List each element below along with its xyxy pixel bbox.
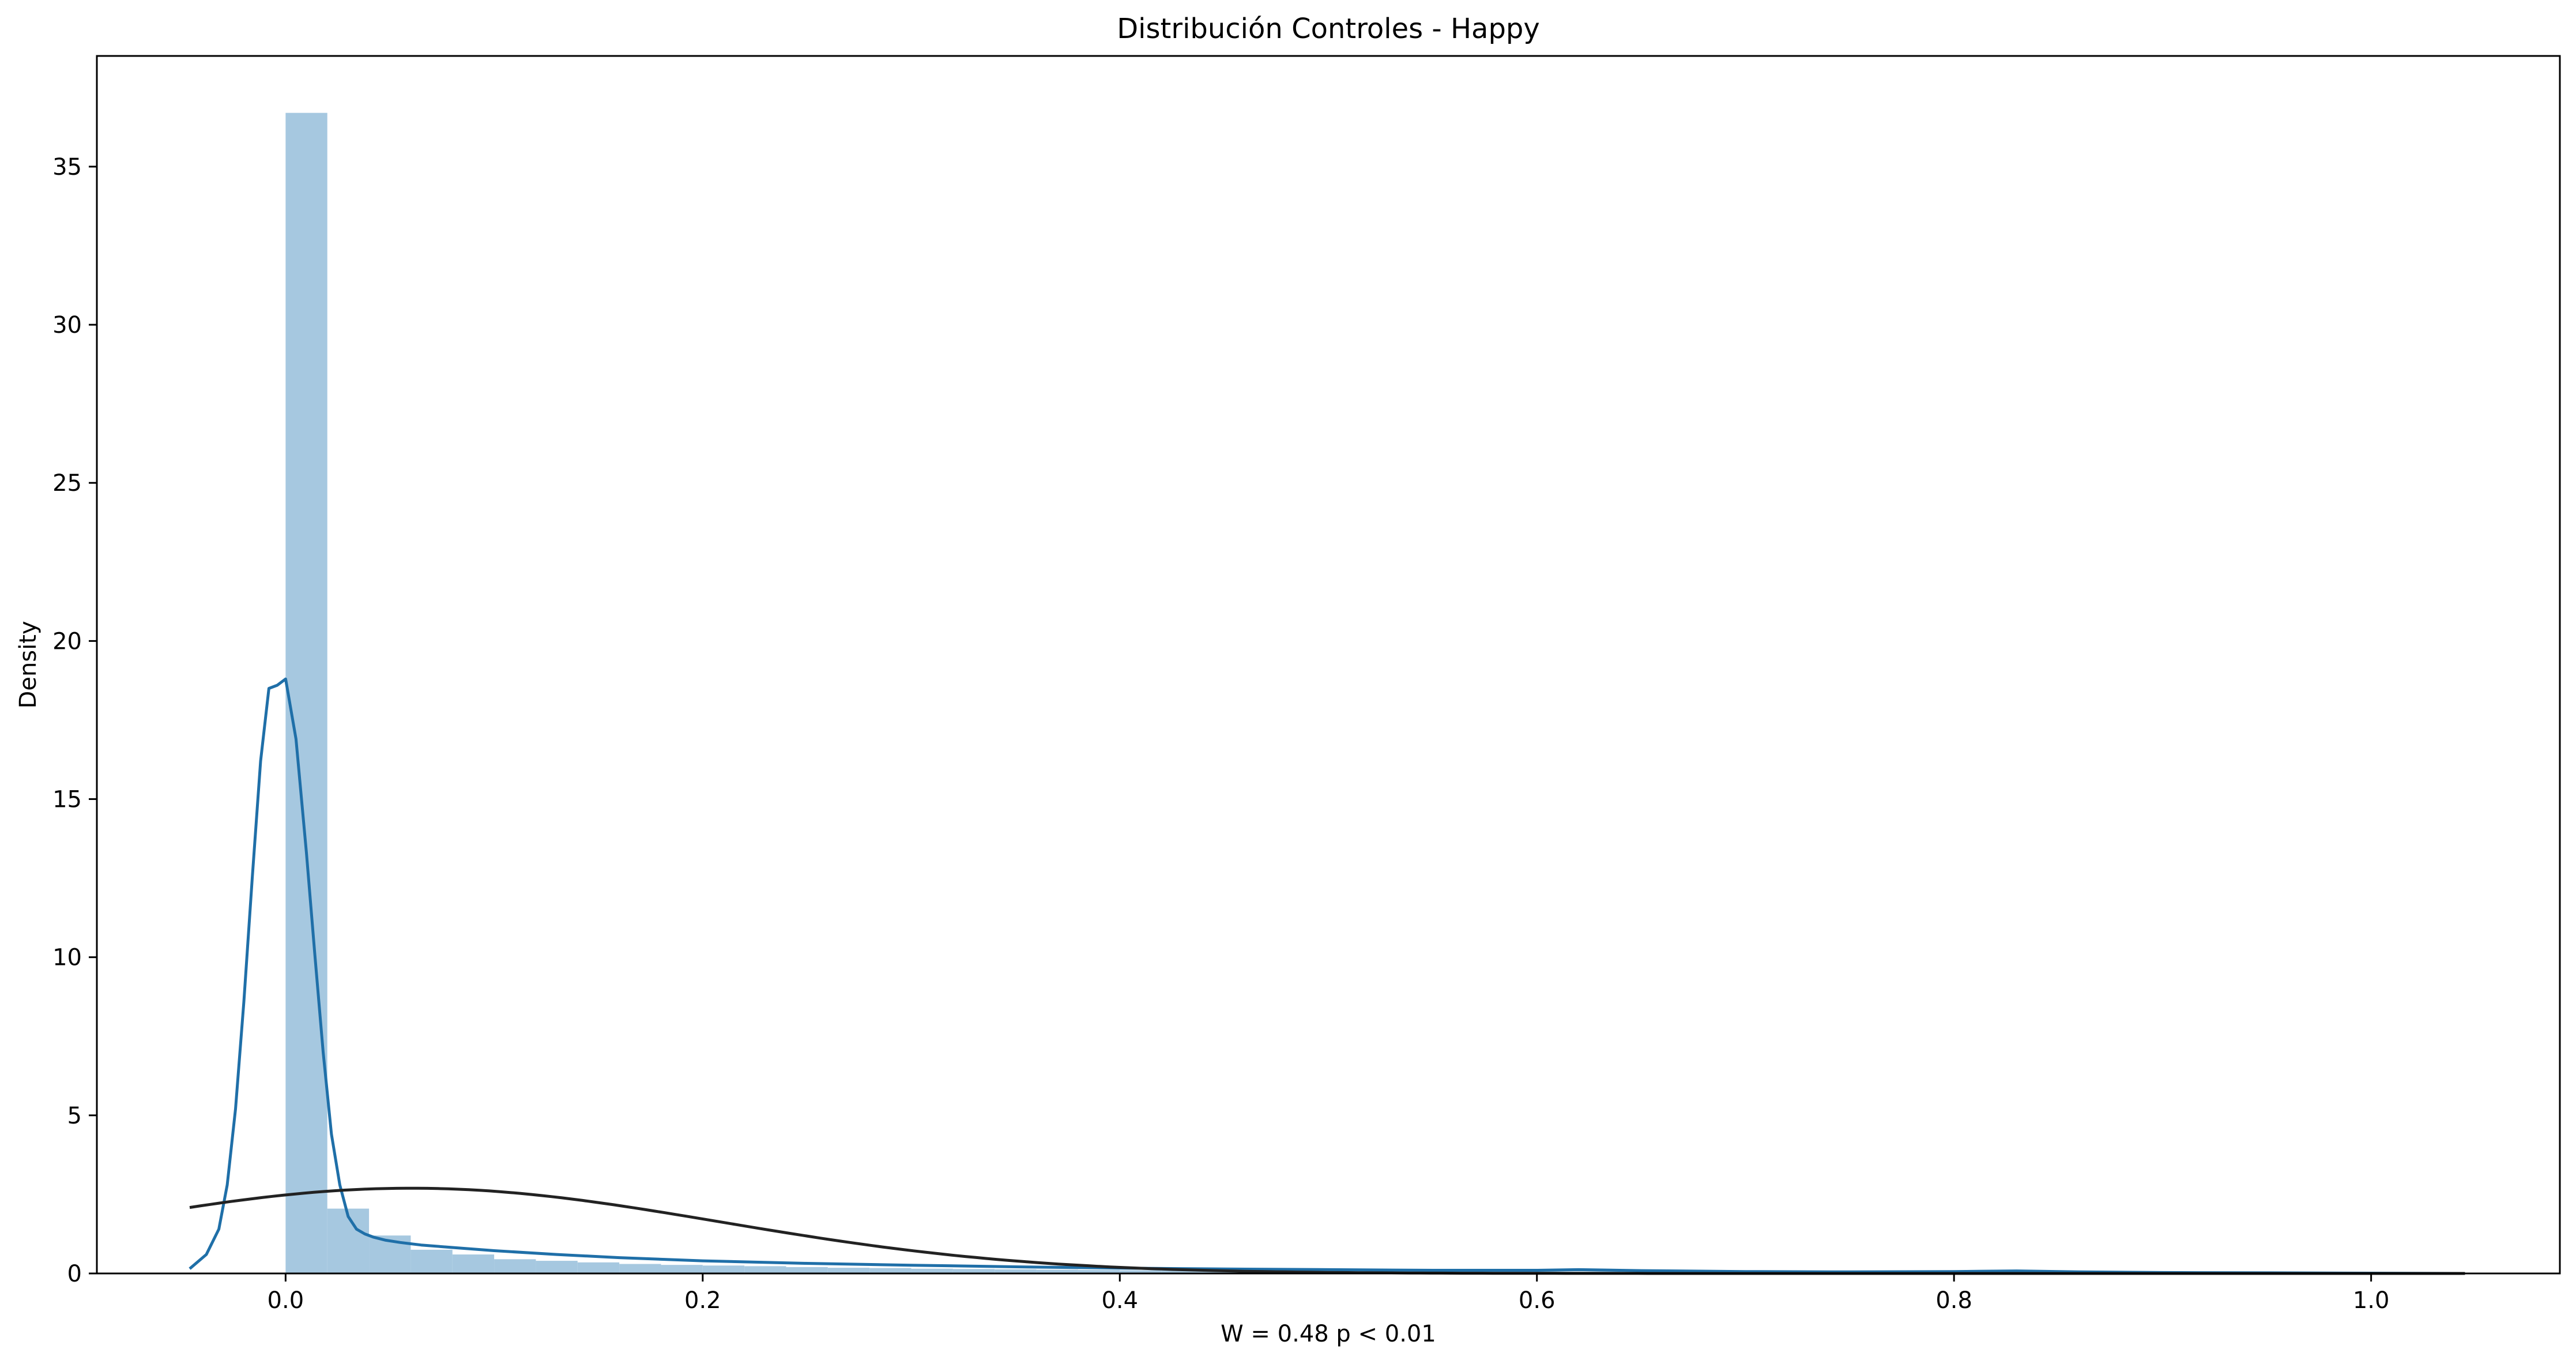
x-axis: 0.0 0.2 0.4 0.6 0.8 1.0	[268, 1273, 2390, 1314]
y-tick-label: 15	[52, 787, 82, 813]
histogram-bar	[327, 1208, 370, 1273]
x-tick-label: 0.2	[684, 1287, 721, 1314]
y-axis-title: Density	[15, 621, 42, 708]
x-tick-label: 0.6	[1519, 1287, 1556, 1314]
y-tick-label: 0	[67, 1261, 82, 1287]
histogram-bar	[1078, 1269, 1120, 1273]
x-tick-label: 0.8	[1935, 1287, 1972, 1314]
histogram-bar	[827, 1268, 870, 1273]
histogram-bar	[452, 1254, 495, 1273]
y-tick-label: 35	[52, 154, 82, 181]
y-tick-label: 30	[52, 312, 82, 339]
histogram-bar	[952, 1269, 995, 1273]
x-tick-label: 0.0	[268, 1287, 304, 1314]
histogram-bar	[786, 1267, 828, 1273]
histogram-bar	[577, 1262, 620, 1273]
histogram-bar	[1036, 1269, 1078, 1273]
y-tick-label: 5	[67, 1103, 82, 1129]
histogram-bar	[494, 1259, 536, 1273]
histogram-bar	[536, 1261, 578, 1273]
histogram-bar	[410, 1249, 453, 1273]
histogram-bar	[995, 1269, 1037, 1273]
plot-frame	[96, 55, 2561, 1275]
histogram-bars	[285, 112, 2371, 1274]
x-tick-label: 0.4	[1101, 1287, 1138, 1314]
y-tick-label: 20	[52, 628, 82, 655]
histogram-bar	[869, 1268, 912, 1273]
histogram-bar	[1161, 1270, 1203, 1273]
histogram-bar	[661, 1265, 703, 1273]
x-tick-label: 1.0	[2353, 1287, 2390, 1314]
kde-curve	[189, 677, 2465, 1275]
histogram-bar	[702, 1265, 745, 1273]
chart-title: Distribución Controles - Happy	[1117, 13, 1540, 45]
histogram-bar	[1120, 1270, 1162, 1273]
histogram-bar	[619, 1264, 661, 1273]
histogram-bar	[911, 1268, 953, 1273]
y-tick-label: 25	[52, 470, 82, 497]
y-tick-label: 10	[52, 945, 82, 971]
y-axis: 0 5 10 15 20 25 30 35	[52, 154, 97, 1287]
x-axis-title: W = 0.48 p < 0.01	[1221, 1321, 1436, 1347]
histogram-bar	[285, 112, 327, 1274]
histogram-bar	[744, 1266, 786, 1273]
